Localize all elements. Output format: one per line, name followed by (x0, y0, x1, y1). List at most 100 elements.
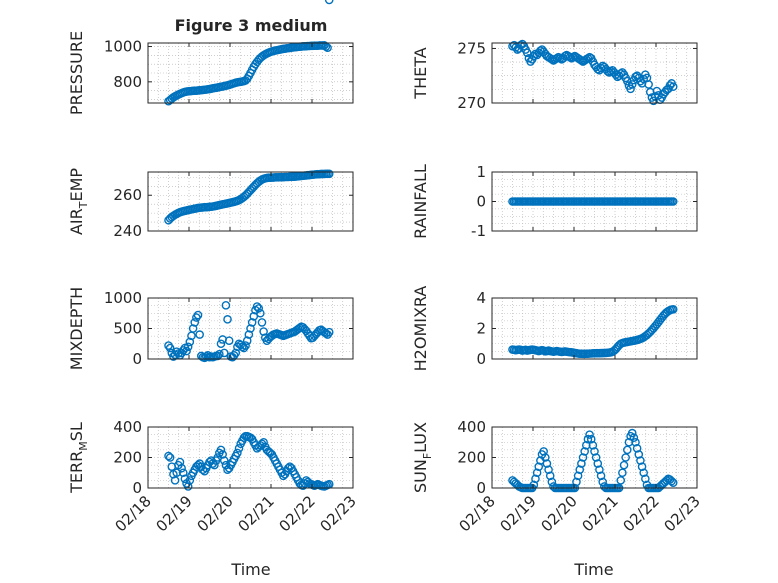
data-points (508, 39, 678, 106)
y-tick-label: 200 (113, 449, 142, 467)
y-tick-label: 0 (476, 193, 486, 211)
data-point (544, 465, 553, 475)
data-point (634, 450, 644, 459)
data-point (619, 460, 629, 470)
data-point (254, 304, 264, 313)
subplot-2: 270 275 THETA (411, 39, 698, 112)
data-point (165, 453, 175, 462)
data-point (577, 459, 586, 468)
data-point (175, 457, 185, 467)
data-point (244, 330, 254, 339)
data-point (531, 474, 540, 484)
y-axis-label: MIXDEPTH (67, 287, 86, 370)
data-points (164, 301, 334, 363)
data-point (259, 437, 268, 447)
y-axis-label: TERRMSL (67, 422, 90, 494)
data-point (215, 349, 224, 359)
data-point (233, 448, 242, 458)
y-tick-label: 4 (476, 289, 486, 307)
data-point (652, 86, 662, 96)
data-point (323, 43, 332, 53)
data-point (259, 327, 268, 336)
data-point (231, 348, 241, 358)
y-axis-label: RAINFALL (411, 164, 430, 239)
data-point (257, 318, 267, 327)
data-point (178, 468, 188, 478)
axes-box (491, 42, 698, 104)
data-point (627, 80, 637, 89)
y-axis-label-subscript: M (77, 441, 90, 451)
data-point (580, 447, 589, 456)
data-point (223, 315, 232, 324)
data-point (629, 433, 639, 442)
y-tick-label: 1000 (104, 289, 142, 307)
data-point (541, 453, 550, 462)
data-point (216, 445, 226, 455)
data-point (668, 197, 678, 206)
data-point (324, 0, 334, 5)
data-point (593, 459, 603, 468)
data-point (545, 471, 555, 481)
data-point (164, 451, 173, 461)
data-point (247, 318, 257, 327)
data-point (586, 434, 596, 444)
data-point (241, 341, 250, 350)
data-points (508, 197, 678, 206)
y-axis-label: SUNFLUX (411, 422, 434, 493)
x-axis-label-right: Time (573, 560, 613, 579)
data-point (246, 324, 255, 333)
data-point (539, 447, 548, 456)
y-axis-label-part: SUN (411, 459, 430, 493)
data-point (667, 476, 676, 486)
data-point (190, 318, 200, 327)
y-tick-label: 240 (113, 222, 142, 240)
data-point (221, 301, 231, 310)
y-tick-label: 1000 (104, 38, 142, 56)
data-point (252, 302, 262, 311)
data-point (532, 468, 542, 478)
y-tick-label: 2 (476, 320, 486, 338)
y-tick-label: 275 (457, 39, 486, 57)
data-point (165, 343, 175, 353)
x-axis-label-left: Time (230, 560, 270, 579)
y-tick-label: 0 (132, 350, 142, 368)
y-axis-label-part: SL (67, 422, 86, 441)
data-point (578, 453, 588, 462)
data-point (256, 308, 265, 318)
data-point (216, 339, 226, 349)
subplot-1: 800 1000 PRESSURE (67, 0, 354, 115)
y-axis-label: H2OMIXRA (411, 286, 430, 372)
y-axis-label-subscript: T (77, 201, 90, 209)
data-point (616, 476, 626, 485)
data-point (668, 304, 678, 314)
data-point (324, 169, 334, 179)
data-point (219, 348, 229, 358)
data-point (627, 428, 637, 438)
data-point (210, 460, 219, 470)
data-point (618, 468, 627, 478)
y-tick-label: 1 (476, 163, 486, 181)
y-tick-label: -1 (471, 222, 486, 240)
data-point (591, 453, 601, 462)
y-tick-label: 200 (457, 449, 486, 467)
data-point (621, 453, 630, 462)
y-axis-label-subscript: F (421, 453, 434, 459)
data-points (164, 169, 334, 225)
data-point (641, 474, 650, 484)
subplot-6: 0 2 4 H2OMIXRA (411, 286, 698, 372)
data-point (596, 471, 606, 481)
data-point (575, 465, 585, 475)
y-axis-label-part: AIR (67, 208, 86, 235)
data-point (637, 462, 647, 471)
data-point (183, 482, 193, 491)
data-point (224, 336, 234, 346)
subplot-5: 0 500 1000 MIXDEPTH (67, 287, 354, 370)
data-point (595, 465, 604, 475)
y-axis-label-part: EMP (67, 168, 86, 202)
subplot-4: -1 0 1 RAINFALL (411, 163, 698, 240)
data-point (534, 462, 544, 471)
data-point (218, 450, 227, 459)
data-point (522, 48, 532, 58)
data-point (177, 463, 186, 473)
data-point (639, 468, 649, 478)
